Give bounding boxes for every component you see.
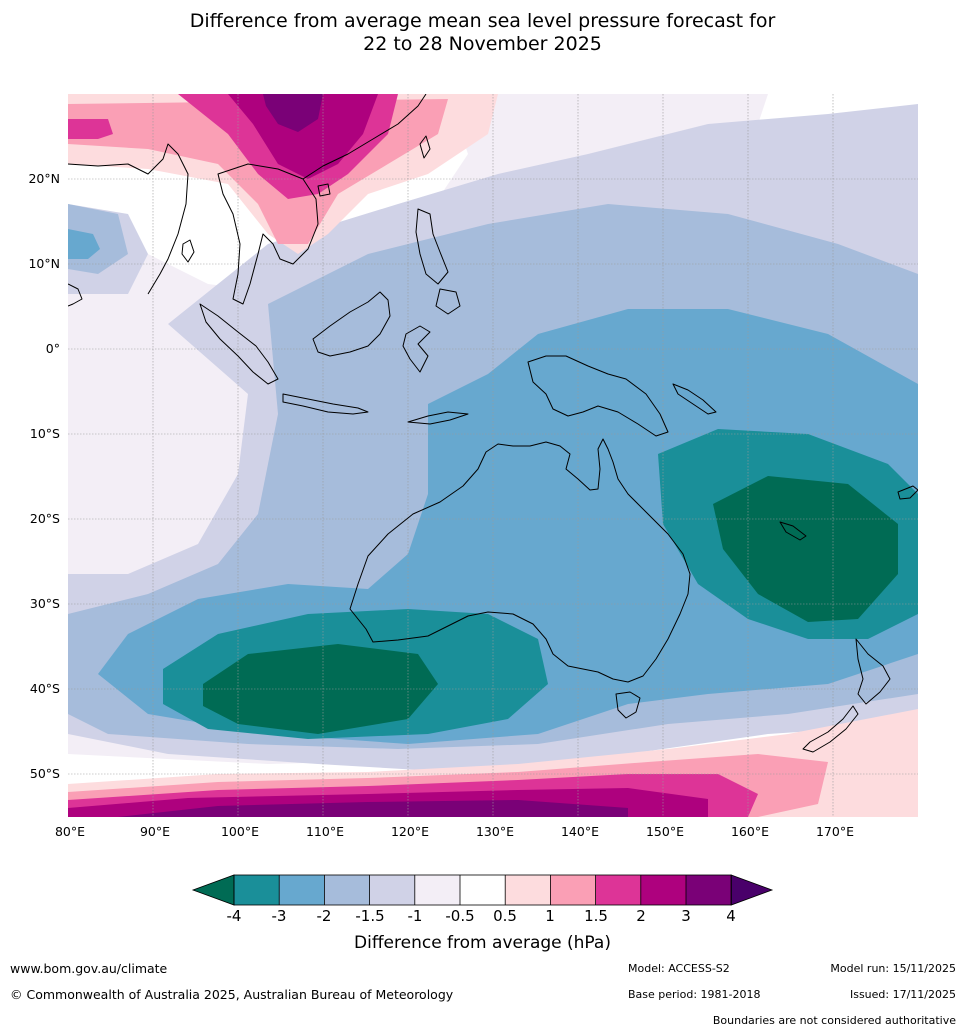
coastline-fiji — [897, 485, 918, 500]
coastline-sri-lanka — [181, 239, 195, 263]
pressure-anomaly-map — [68, 94, 918, 817]
graticule — [68, 94, 918, 817]
coastline-china — [302, 94, 427, 180]
colorbar-tick-p1: 1 — [545, 907, 555, 925]
contour-band-p3-4-north — [263, 94, 323, 132]
lat-label-30s: 30°S — [29, 596, 60, 611]
coastline-sumatra — [199, 303, 279, 385]
coastline-timor — [407, 411, 469, 425]
coastline-new-caledonia — [779, 521, 807, 541]
lat-label-0: 0° — [45, 341, 60, 356]
issued-date: Issued: 17/11/2025 — [849, 988, 956, 1001]
coastline-philippines — [415, 208, 449, 285]
colorbar-tick-p2: 2 — [636, 907, 646, 925]
lat-label-40s: 40°S — [29, 681, 60, 696]
map-title: Difference from average mean sea level p… — [0, 10, 965, 56]
lat-label-10s: 10°S — [29, 426, 60, 441]
model-run-date: Model run: 15/11/2025 — [830, 962, 956, 975]
colorbar-tick-m1: -1 — [407, 907, 423, 925]
colorbar-tick-m05: -0.5 — [445, 907, 475, 925]
colorbar-swatch-m4-m3 — [234, 875, 280, 905]
colorbar-swatch-lt-m4 — [191, 874, 235, 906]
lon-label-150e: 150°E — [645, 824, 684, 839]
colorbar-swatch-gt-4 — [730, 874, 774, 906]
coastline-sulawesi — [402, 325, 431, 373]
lon-label-140e: 140°E — [560, 824, 599, 839]
colorbar-frame — [233, 874, 732, 906]
colorbar-tick-p4: 4 — [726, 907, 736, 925]
coastline-solomons — [672, 383, 717, 415]
coastline-india — [68, 143, 189, 295]
colorbar-label: Difference from average (hPa) — [354, 933, 611, 953]
coastline-tasmania — [615, 691, 641, 719]
colorbar — [191, 874, 774, 906]
lon-label-130e: 130°E — [475, 824, 514, 839]
coastline-borneo — [312, 291, 391, 357]
coastline-new-guinea — [527, 355, 669, 437]
coastline-java — [282, 393, 369, 415]
colorbar-dividers — [233, 875, 732, 905]
lon-label-80e: 80°E — [54, 824, 86, 839]
model-name: Model: ACCESS-S2 — [628, 962, 730, 975]
contour-band-p15-2-nw — [68, 119, 113, 139]
coastline-australia — [349, 438, 691, 683]
contour-band-lt-m4-east — [713, 476, 898, 622]
contour-band-p3-4-south — [118, 800, 628, 817]
coastline-indochina — [217, 163, 319, 305]
lat-label-10n: 10°N — [28, 256, 60, 271]
coastline-taiwan — [419, 135, 431, 159]
colorbar-tick-p05: 0.5 — [493, 907, 517, 925]
colorbar-swatch-p15-2 — [595, 875, 641, 905]
colorbar-swatch-m3-m2 — [279, 875, 325, 905]
contour-band-m3-m2-west — [68, 229, 100, 259]
title-line-1: Difference from average mean sea level p… — [189, 10, 776, 32]
title-line-2: 22 to 28 November 2025 — [363, 33, 602, 55]
lon-label-110e: 110°E — [305, 824, 344, 839]
colorbar-swatch-p2-3 — [640, 875, 686, 905]
boundary-disclaimer: Boundaries are not considered authoritat… — [712, 1014, 956, 1027]
lon-label-90e: 90°E — [139, 824, 171, 839]
lat-label-50s: 50°S — [29, 766, 60, 781]
colorbar-tick-m3: -3 — [271, 907, 287, 925]
colorbar-tick-m2: -2 — [316, 907, 332, 925]
lat-label-20n: 20°N — [28, 171, 60, 186]
coastline-new-zealand-north — [855, 638, 891, 705]
colorbar-swatch-p3-4 — [686, 875, 732, 905]
coastline-mindanao — [435, 288, 461, 315]
lon-label-160e: 160°E — [730, 824, 769, 839]
coastline-arabia — [68, 283, 83, 307]
colorbar-tick-m4: -4 — [226, 907, 242, 925]
lon-label-100e: 100°E — [220, 824, 259, 839]
coastlines — [68, 94, 918, 753]
colorbar-swatch-m15-m1 — [369, 875, 415, 905]
coastline-hainan — [317, 183, 331, 197]
colorbar-tick-p3: 3 — [681, 907, 691, 925]
colorbar-swatch-m1-m05 — [414, 875, 460, 905]
colorbar-swatch-m05-05 — [460, 875, 506, 905]
lon-label-170e: 170°E — [815, 824, 854, 839]
coastline-new-zealand-south — [802, 705, 859, 753]
base-period: Base period: 1981-2018 — [628, 988, 761, 1001]
colorbar-swatch-m2-m15 — [324, 875, 370, 905]
colorbar-tick-m15: -1.5 — [355, 907, 385, 925]
colorbar-swatch-p05-1 — [505, 875, 551, 905]
colorbar-tick-p15: 1.5 — [584, 907, 608, 925]
website-link[interactable]: www.bom.gov.au/climate — [10, 961, 168, 976]
colorbar-swatch-p1-15 — [550, 875, 596, 905]
lat-label-20s: 20°S — [29, 511, 60, 526]
lon-label-120e: 120°E — [390, 824, 429, 839]
copyright-text: © Commonwealth of Australia 2025, Austra… — [10, 987, 454, 1002]
